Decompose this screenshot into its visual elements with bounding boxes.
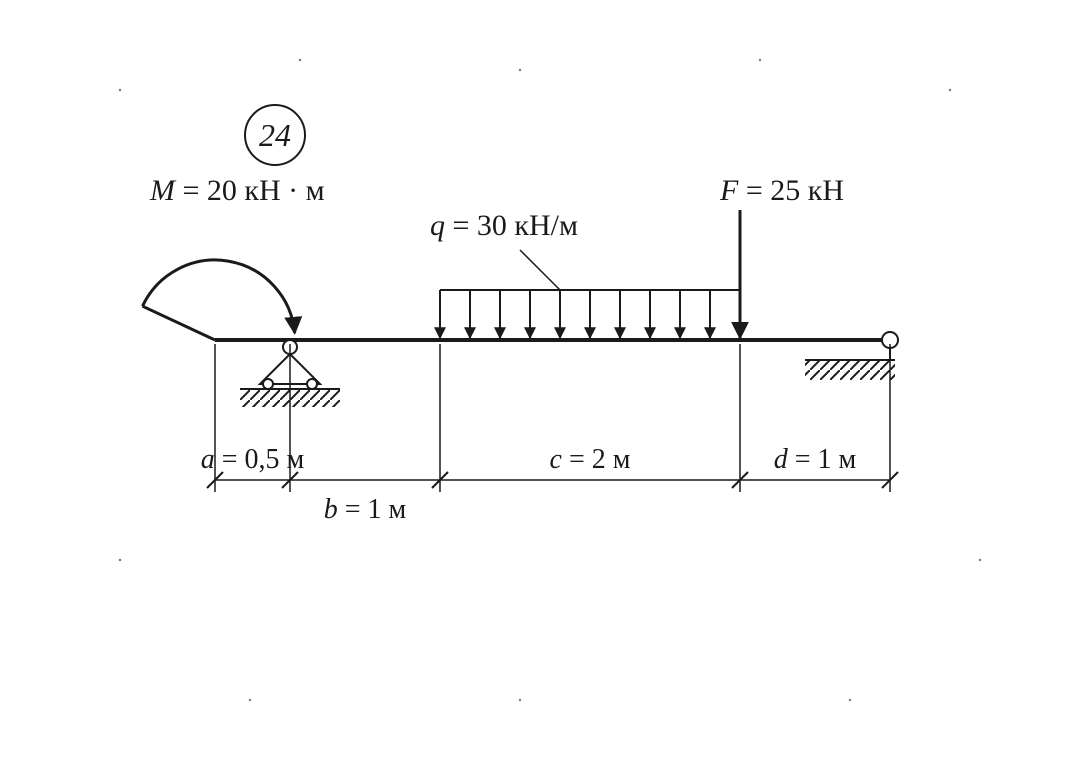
noise-dot	[119, 559, 121, 561]
roller-ground-hatch	[805, 360, 895, 380]
noise-dot	[759, 59, 761, 61]
noise-dot	[119, 89, 121, 91]
problem-number: 24	[259, 117, 291, 153]
beam-diagram: 24 M = 20 кН · м q = 30 кН/м F = 25 кН a = 0…	[0, 0, 1078, 781]
noise-dot	[519, 699, 521, 701]
dim-a: a = 0,5 м	[201, 444, 305, 475]
q-leader	[520, 250, 560, 290]
moment-label: M = 20 кН · м	[149, 174, 325, 207]
pin-base-circle	[307, 379, 317, 389]
moment-arrow	[142, 260, 294, 333]
noise-dot	[849, 699, 851, 701]
force-label: F = 25 кН	[719, 174, 844, 207]
dim-d: d = 1 м	[774, 444, 857, 475]
noise-dot	[519, 69, 521, 71]
noise-dot	[949, 89, 951, 91]
noise-dot	[299, 59, 301, 61]
dim-c: c = 2 м	[550, 444, 631, 475]
noise-dot	[249, 699, 251, 701]
noise-dot	[979, 559, 981, 561]
moment-tail	[142, 306, 215, 340]
dim-b: b = 1 м	[324, 494, 407, 525]
pin-base-circle	[263, 379, 273, 389]
q-label: q = 30 кН/м	[430, 209, 578, 242]
